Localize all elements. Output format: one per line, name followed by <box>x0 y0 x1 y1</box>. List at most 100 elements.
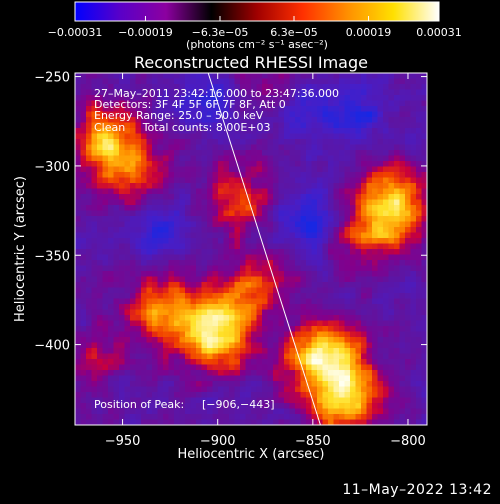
heatmap-cell <box>388 111 395 118</box>
heatmap-cell <box>361 232 368 239</box>
heatmap-cell <box>339 122 346 129</box>
heatmap-cell <box>135 276 142 283</box>
heatmap-cell <box>421 155 427 162</box>
heatmap-cell <box>333 397 340 404</box>
heatmap-cell <box>207 199 214 206</box>
heatmap-cell <box>234 177 241 184</box>
heatmap-cell <box>333 419 340 425</box>
heatmap-cell <box>130 403 137 410</box>
heatmap-cell <box>141 188 148 195</box>
heatmap-cell <box>273 309 280 316</box>
heatmap-cell <box>273 337 280 344</box>
heatmap-cell <box>339 238 346 245</box>
heatmap-cell <box>245 194 252 201</box>
heatmap-cell <box>80 331 87 338</box>
heatmap-cell <box>311 276 318 283</box>
heatmap-cell <box>174 150 181 157</box>
heatmap-cell <box>102 139 109 146</box>
heatmap-cell <box>179 150 186 157</box>
heatmap-cell <box>251 95 258 102</box>
heatmap-cell <box>185 172 192 179</box>
heatmap-cell <box>328 78 335 85</box>
heatmap-cell <box>388 150 395 157</box>
heatmap-cell <box>405 359 412 366</box>
heatmap-cell <box>339 309 346 316</box>
heatmap-cell <box>207 359 214 366</box>
heatmap-cell <box>388 287 395 294</box>
heatmap-cell <box>361 144 368 151</box>
heatmap-cell <box>119 177 126 184</box>
heatmap-cell <box>410 194 417 201</box>
heatmap-cell <box>185 73 192 80</box>
heatmap-cell <box>119 342 126 349</box>
heatmap-cell <box>361 166 368 173</box>
heatmap-cell <box>284 315 291 322</box>
heatmap-cell <box>344 419 351 425</box>
heatmap-cell <box>223 166 230 173</box>
heatmap-cell <box>311 150 318 157</box>
heatmap-cell <box>124 177 131 184</box>
heatmap-cell <box>130 276 137 283</box>
heatmap-cell <box>355 298 362 305</box>
heatmap-cell <box>372 194 379 201</box>
heatmap-cell <box>372 403 379 410</box>
heatmap-cell <box>273 386 280 393</box>
heatmap-cell <box>339 265 346 272</box>
heatmap-cell <box>174 128 181 135</box>
heatmap-cell <box>185 188 192 195</box>
heatmap-cell <box>135 298 142 305</box>
heatmap-cell <box>267 304 274 311</box>
heatmap-cell <box>179 293 186 300</box>
heatmap-cell <box>196 183 203 190</box>
heatmap-cell <box>201 271 208 278</box>
heatmap-cell <box>97 254 104 261</box>
heatmap-cell <box>421 337 427 344</box>
heatmap-cell <box>119 375 126 382</box>
heatmap-cell <box>119 194 126 201</box>
heatmap-cell <box>212 298 219 305</box>
heatmap-cell <box>113 216 120 223</box>
heatmap-cell <box>124 353 131 360</box>
heatmap-cell <box>284 199 291 206</box>
heatmap-cell <box>289 353 296 360</box>
heatmap-cell <box>306 238 313 245</box>
heatmap-cell <box>135 144 142 151</box>
heatmap-cell <box>322 177 329 184</box>
heatmap-cell <box>416 276 423 283</box>
heatmap-cell <box>124 133 131 140</box>
heatmap-cell <box>212 128 219 135</box>
heatmap-cell <box>168 276 175 283</box>
heatmap-cell <box>372 221 379 228</box>
x-tick-label: −850 <box>295 434 331 449</box>
heatmap-cell <box>262 95 269 102</box>
heatmap-cell <box>86 100 93 107</box>
heatmap-cell <box>416 155 423 162</box>
heatmap-cell <box>91 309 98 316</box>
heatmap-cell <box>174 271 181 278</box>
heatmap-cell <box>350 161 357 168</box>
heatmap-cell <box>207 183 214 190</box>
heatmap-cell <box>366 408 373 415</box>
heatmap-cell <box>240 133 247 140</box>
heatmap-cell <box>102 353 109 360</box>
heatmap-cell <box>174 238 181 245</box>
heatmap-cell <box>113 271 120 278</box>
heatmap-cell <box>218 408 225 415</box>
heatmap-cell <box>311 414 318 421</box>
heatmap-cell <box>410 243 417 250</box>
heatmap-cell <box>174 348 181 355</box>
heatmap-cell <box>223 304 230 311</box>
heatmap-cell <box>124 183 131 190</box>
heatmap-cell <box>207 238 214 245</box>
heatmap-cell <box>355 265 362 272</box>
heatmap-cell <box>174 293 181 300</box>
heatmap-cell <box>284 172 291 179</box>
heatmap-cell <box>394 188 401 195</box>
heatmap-cell <box>388 117 395 124</box>
heatmap-cell <box>223 326 230 333</box>
heatmap-cell <box>278 249 285 256</box>
heatmap-cell <box>383 133 390 140</box>
heatmap-cell <box>405 183 412 190</box>
heatmap-cell <box>317 392 324 399</box>
heatmap-cell <box>223 84 230 91</box>
